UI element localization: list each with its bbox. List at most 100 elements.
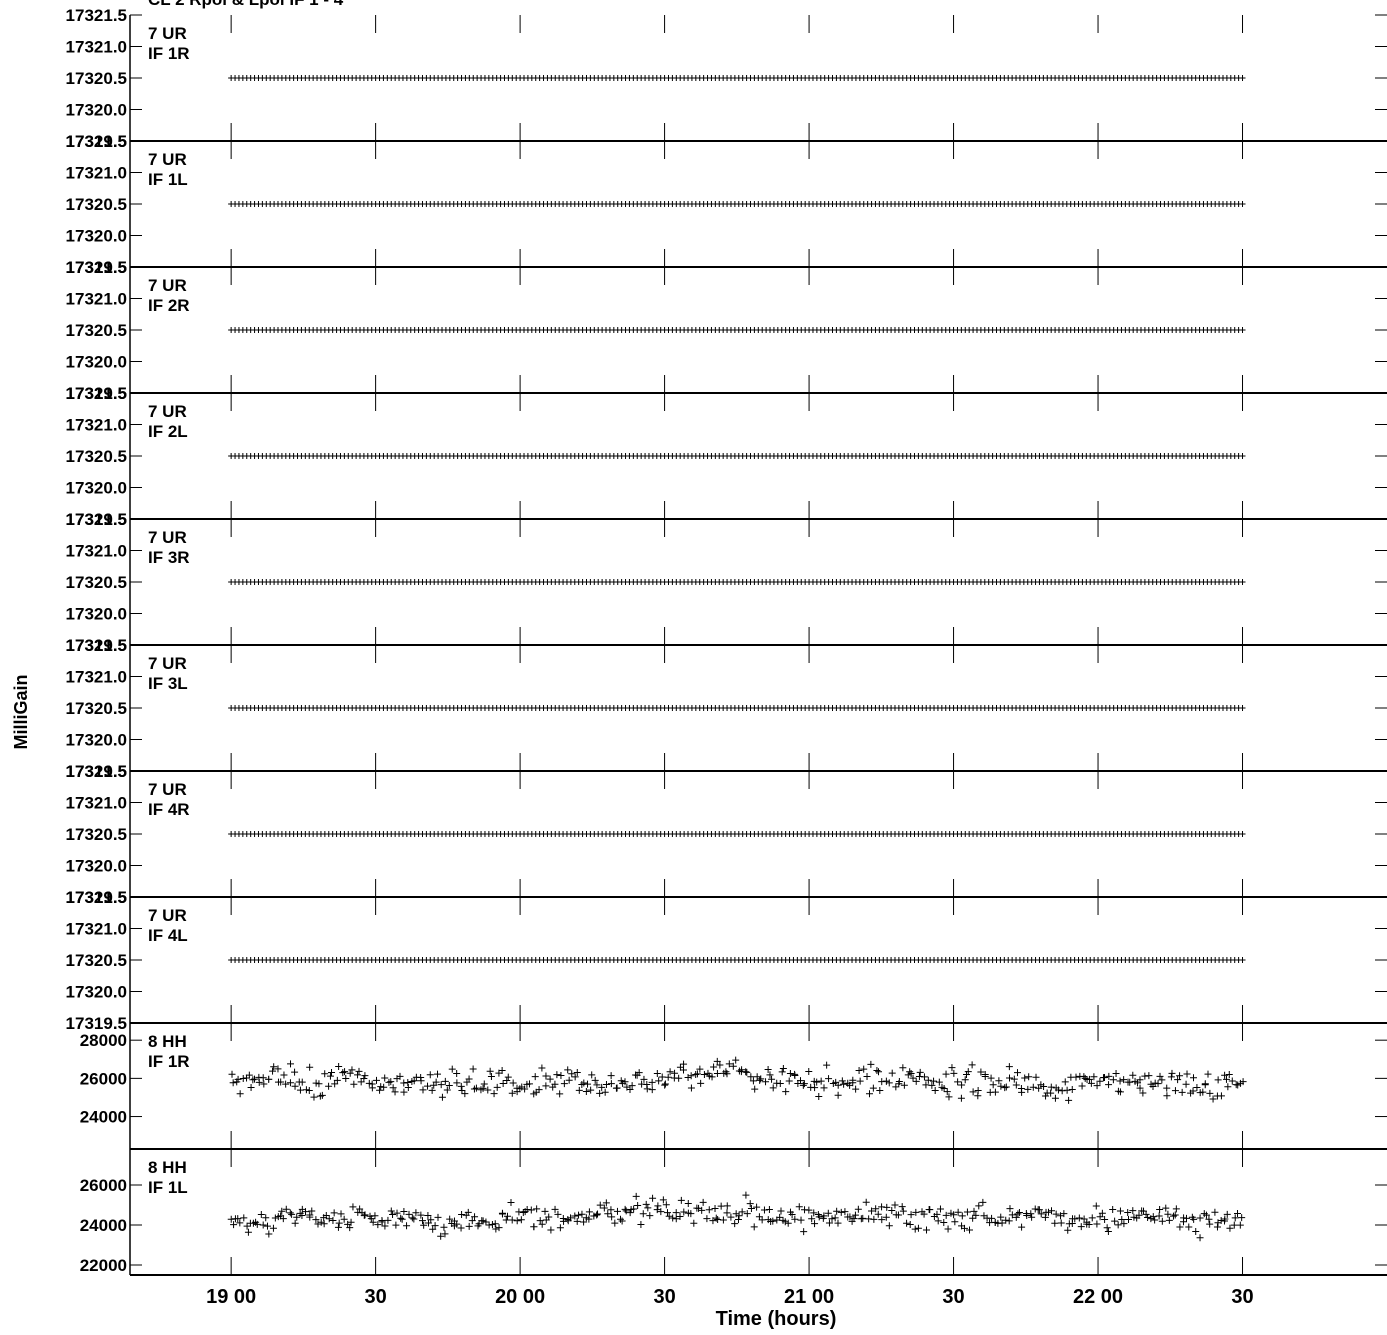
panel: 17319.5 17320.0 17320.5 17321.0 17321.5 7 URI… <box>66 636 1387 781</box>
y-tick-label: 17321.5 <box>66 6 127 25</box>
y-tick-label: 17320.5 <box>66 825 127 844</box>
antenna-label: 8 HH <box>148 1158 187 1177</box>
y-tick-label: 17321.5 <box>66 384 127 403</box>
y-tick-label: 17320.0 <box>66 353 127 372</box>
data-points <box>228 75 1246 81</box>
x-axis-label: Time (hours) <box>716 1308 837 1330</box>
y-tick-label: 24000 <box>80 1108 127 1127</box>
data-points <box>228 201 1246 207</box>
y-tick-label: 26000 <box>80 1069 127 1088</box>
y-tick-label: 17321.5 <box>66 762 127 781</box>
panel: 17319.5 17320.0 17320.5 17321.0 17321.5 7 URI… <box>66 762 1387 907</box>
y-tick-label: 22000 <box>80 1256 127 1275</box>
y-tick-label: 17321.0 <box>66 38 127 57</box>
antenna-label: 7 UR <box>148 402 187 421</box>
data-points <box>228 453 1246 459</box>
if-label: IF 2L <box>148 422 188 441</box>
y-tick-label: 17321.5 <box>66 888 127 907</box>
y-tick-label: 17321.5 <box>66 258 127 277</box>
y-axis-label: MilliGain <box>11 674 31 749</box>
if-label: IF 4L <box>148 926 188 945</box>
antenna-label: 7 UR <box>148 528 187 547</box>
y-tick-label: 17321.0 <box>66 794 127 813</box>
panel: 17319.5 17320.0 17320.5 17321.0 17321.5 7 URI… <box>66 258 1387 403</box>
y-tick-label: 17321.0 <box>66 290 127 309</box>
data-points <box>228 579 1246 585</box>
panel: 17319.5 17320.0 17320.5 17321.0 17321.5 7 URI… <box>66 888 1387 1033</box>
y-tick-label: 17320.5 <box>66 69 127 88</box>
y-tick-label: 17319.5 <box>66 384 127 403</box>
data-points <box>227 1191 1246 1242</box>
antenna-label: 7 UR <box>148 150 187 169</box>
x-tick-label: 22 00 <box>1073 1286 1123 1308</box>
y-tick-label: 24000 <box>80 1216 127 1235</box>
y-tick-label: 17320.5 <box>66 447 127 466</box>
y-tick-label: 17319.5 <box>66 888 127 907</box>
if-label: IF 3L <box>148 674 188 693</box>
y-tick-label: 17321.0 <box>66 542 127 561</box>
x-tick-label: 30 <box>1231 1286 1253 1308</box>
antenna-label: 7 UR <box>148 24 187 43</box>
y-tick-label: 17319.5 <box>66 132 127 151</box>
if-label: IF 1L <box>148 1178 188 1197</box>
y-tick-label: 17321.5 <box>66 132 127 151</box>
antenna-label: 7 UR <box>148 276 187 295</box>
if-label: IF 3R <box>148 548 190 567</box>
panel: 17319.5 17320.0 17320.5 17321.0 17321.5 7 URI… <box>66 6 1387 151</box>
data-points <box>228 957 1246 963</box>
if-label: IF 1R <box>148 44 190 63</box>
y-tick-label: 17321.5 <box>66 636 127 655</box>
y-tick-label: 17320.0 <box>66 227 127 246</box>
y-tick-label: 17321.5 <box>66 510 127 529</box>
y-tick-label: 17320.0 <box>66 605 127 624</box>
y-tick-label: 26000 <box>80 1176 127 1195</box>
data-points <box>228 327 1246 333</box>
y-tick-label: 17319.5 <box>66 1014 127 1033</box>
y-tick-label: 17319.5 <box>66 258 127 277</box>
x-tick-label: 19 00 <box>206 1286 256 1308</box>
chart-title: CL 2 Rpol & Lpol IF 1 - 4 <box>148 0 344 9</box>
if-label: IF 1L <box>148 170 188 189</box>
y-tick-label: 17321.0 <box>66 668 127 687</box>
y-tick-label: 17320.5 <box>66 951 127 970</box>
antenna-label: 7 UR <box>148 654 187 673</box>
panel: 17319.5 17320.0 17320.5 17321.0 17321.5 7 URI… <box>66 132 1387 277</box>
y-tick-label: 17320.0 <box>66 983 127 1002</box>
x-tick-label: 30 <box>364 1286 386 1308</box>
panel: 17319.5 17320.0 17320.5 17321.0 17321.5 7 URI… <box>66 510 1387 655</box>
y-tick-label: 17320.0 <box>66 857 127 876</box>
y-tick-label: 17320.5 <box>66 195 127 214</box>
x-axis: 19 00 30 20 00 30 21 00 30 22 00 30 <box>206 1286 1254 1308</box>
x-tick-label: 30 <box>653 1286 675 1308</box>
antenna-label: 7 UR <box>148 780 187 799</box>
y-tick-label: 17321.0 <box>66 164 127 183</box>
y-tick-label: 17321.0 <box>66 416 127 435</box>
y-tick-label: 17320.0 <box>66 479 127 498</box>
y-tick-label: 17321.0 <box>66 920 127 939</box>
panel: 17319.5 17320.0 17320.5 17321.0 17321.5 7 URI… <box>66 384 1387 529</box>
y-tick-label: 17319.5 <box>66 510 127 529</box>
y-tick-label: 28000 <box>80 1031 127 1050</box>
y-tick-label: 17320.5 <box>66 699 127 718</box>
if-label: IF 4R <box>148 800 190 819</box>
data-points <box>228 705 1246 711</box>
if-label: IF 2R <box>148 296 190 315</box>
y-tick-label: 17319.5 <box>66 636 127 655</box>
y-tick-label: 17320.5 <box>66 321 127 340</box>
y-tick-label: 17320.0 <box>66 731 127 750</box>
if-label: IF 1R <box>148 1052 190 1071</box>
x-tick-label: 30 <box>942 1286 964 1308</box>
y-tick-label: 17320.0 <box>66 101 127 120</box>
antenna-label: 8 HH <box>148 1032 187 1051</box>
x-tick-label: 21 00 <box>784 1286 834 1308</box>
y-tick-label: 17319.5 <box>66 762 127 781</box>
y-tick-label: 17320.5 <box>66 573 127 592</box>
data-points <box>228 831 1246 837</box>
x-tick-label: 20 00 <box>495 1286 545 1308</box>
antenna-label: 7 UR <box>148 906 187 925</box>
